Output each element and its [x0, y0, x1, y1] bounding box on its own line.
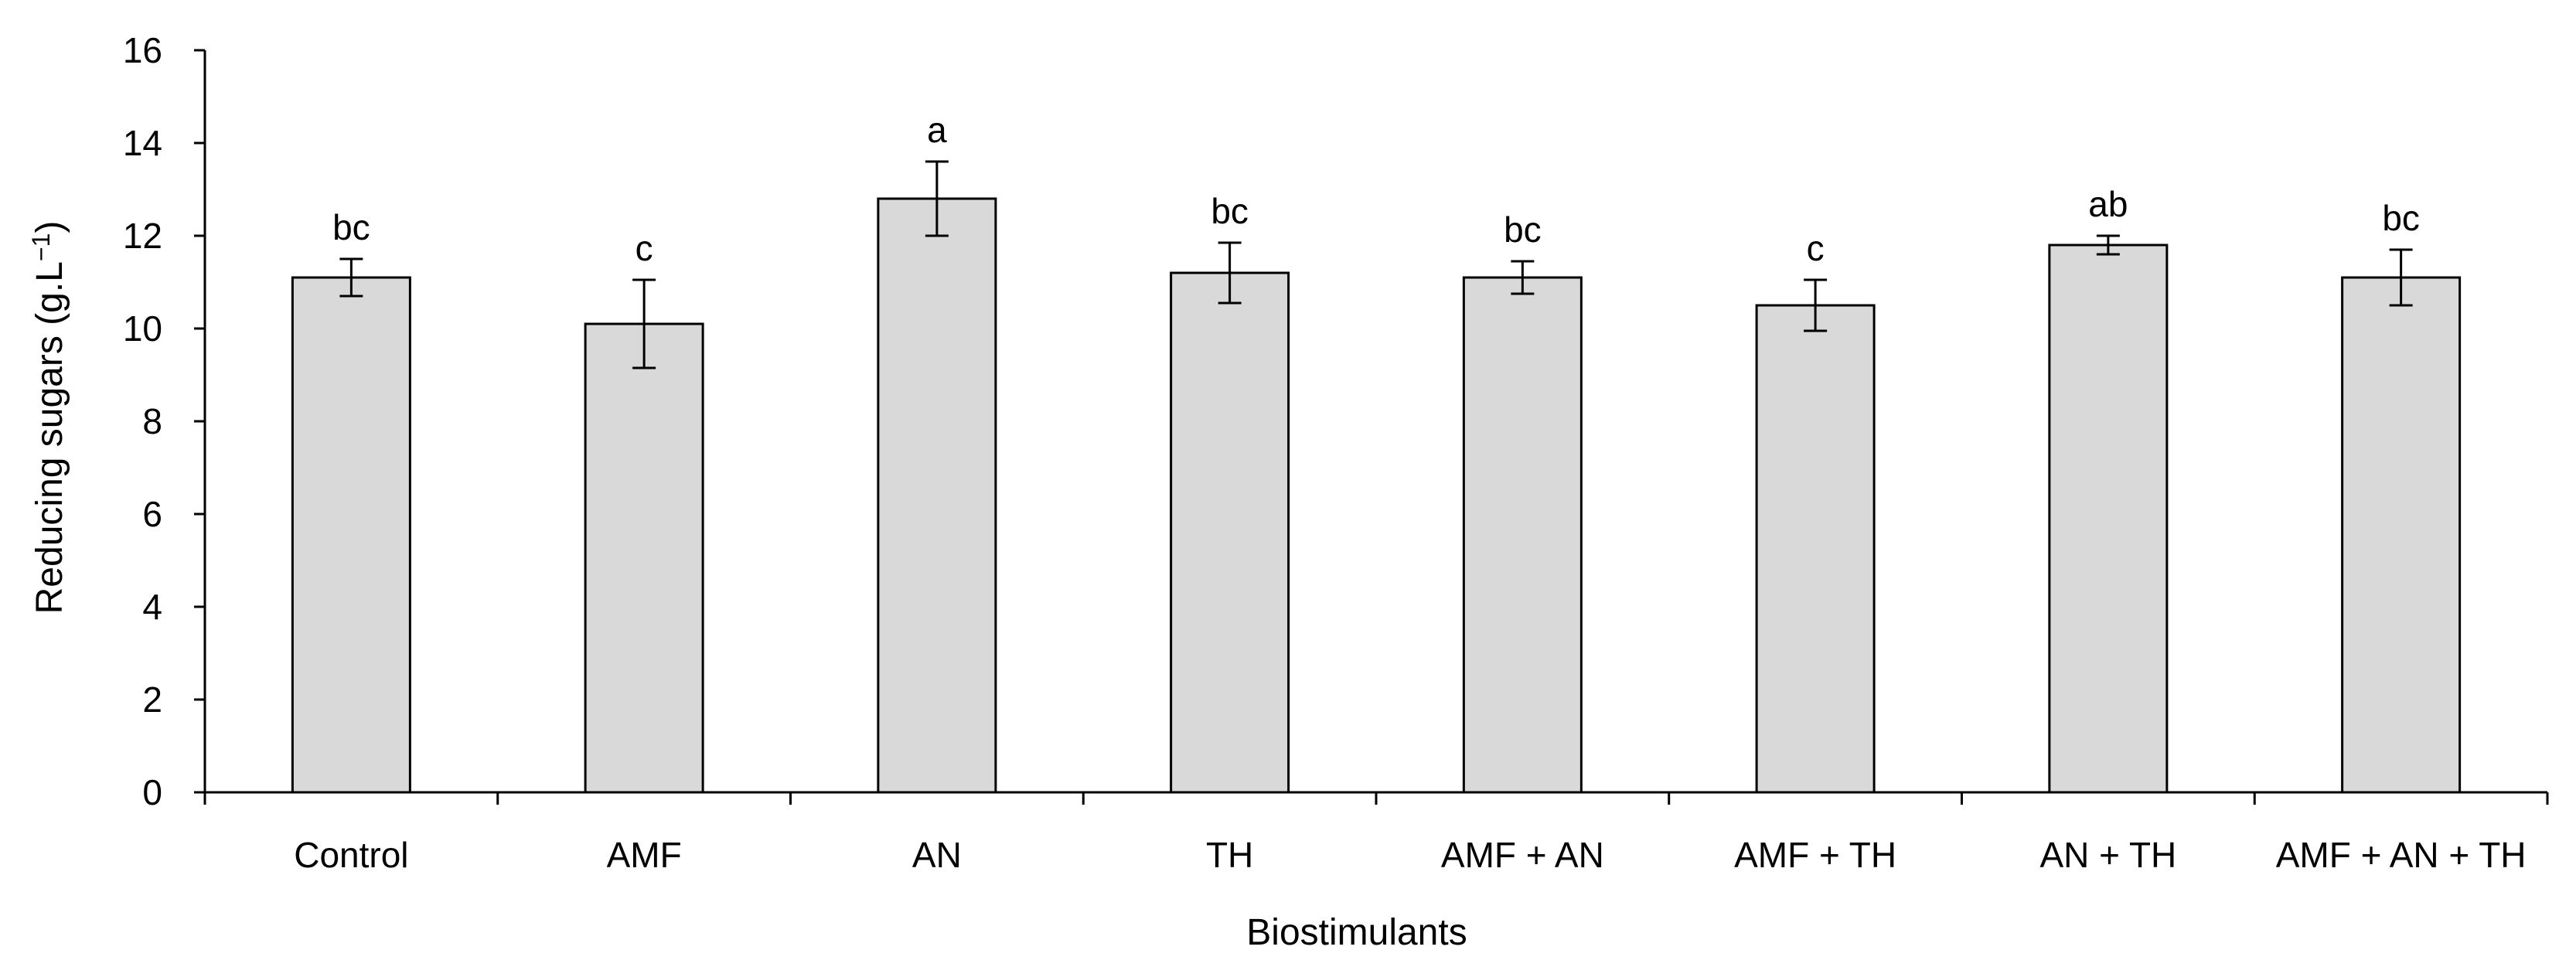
y-tick-label: 14	[123, 123, 162, 163]
x-tick-label: AMF	[607, 835, 682, 875]
y-tick-label: 8	[142, 401, 162, 441]
x-tick-label: AMF + AN + TH	[2276, 835, 2527, 875]
x-tick-label: AMF + AN	[1441, 835, 1604, 875]
significance-label: bc	[332, 207, 370, 247]
y-tick-label: 0	[142, 772, 162, 812]
y-tick-label: 2	[142, 679, 162, 720]
x-tick-label: AN + TH	[2039, 835, 2176, 875]
bars	[291, 197, 2462, 794]
y-tick-label: 12	[123, 216, 162, 256]
significance-label: bc	[1211, 191, 1249, 231]
significance-label: bc	[1504, 209, 1542, 250]
significance-labels: bc c a bc bc c ab bc	[332, 110, 2420, 268]
bar-amf-an-th	[2341, 276, 2462, 794]
error-bars	[339, 160, 2413, 369]
x-axis: Control AMF AN TH AMF + AN AMF + TH AN + TH AMF…	[203, 791, 2549, 875]
y-axis-title-close: )	[29, 221, 70, 233]
y-axis-title: Reducing sugars (g.L−1)	[27, 221, 70, 615]
y-tick-label: 16	[123, 30, 162, 70]
x-tick-label: TH	[1206, 835, 1253, 875]
y-tick-label: 10	[123, 308, 162, 349]
significance-label: c	[1807, 228, 1825, 268]
bar-an-th	[2048, 243, 2169, 794]
x-tick-label: AMF + TH	[1734, 835, 1896, 875]
bar-th	[1170, 271, 1290, 794]
significance-label: a	[927, 110, 947, 150]
significance-label: bc	[2382, 198, 2420, 238]
y-tick-label: 6	[142, 494, 162, 534]
bar-amf-an	[1462, 276, 1583, 794]
y-tick-label: 4	[142, 587, 162, 627]
x-axis-title: Biostimulants	[1246, 912, 1467, 953]
significance-label: ab	[2088, 184, 2128, 224]
bar-amf	[584, 322, 704, 794]
significance-label: c	[635, 228, 653, 268]
x-tick-label: Control	[294, 835, 408, 875]
y-axis: 0 2 4 6 8 10 12 14 16	[123, 30, 206, 812]
x-tick-label: AN	[912, 835, 962, 875]
y-axis-title-main: Reducing sugars (g.L	[29, 261, 70, 614]
bar-an	[877, 197, 997, 794]
bar-amf-th	[1755, 304, 1876, 794]
bar-control	[291, 276, 411, 794]
y-axis-title-superscript: −1	[27, 233, 55, 261]
